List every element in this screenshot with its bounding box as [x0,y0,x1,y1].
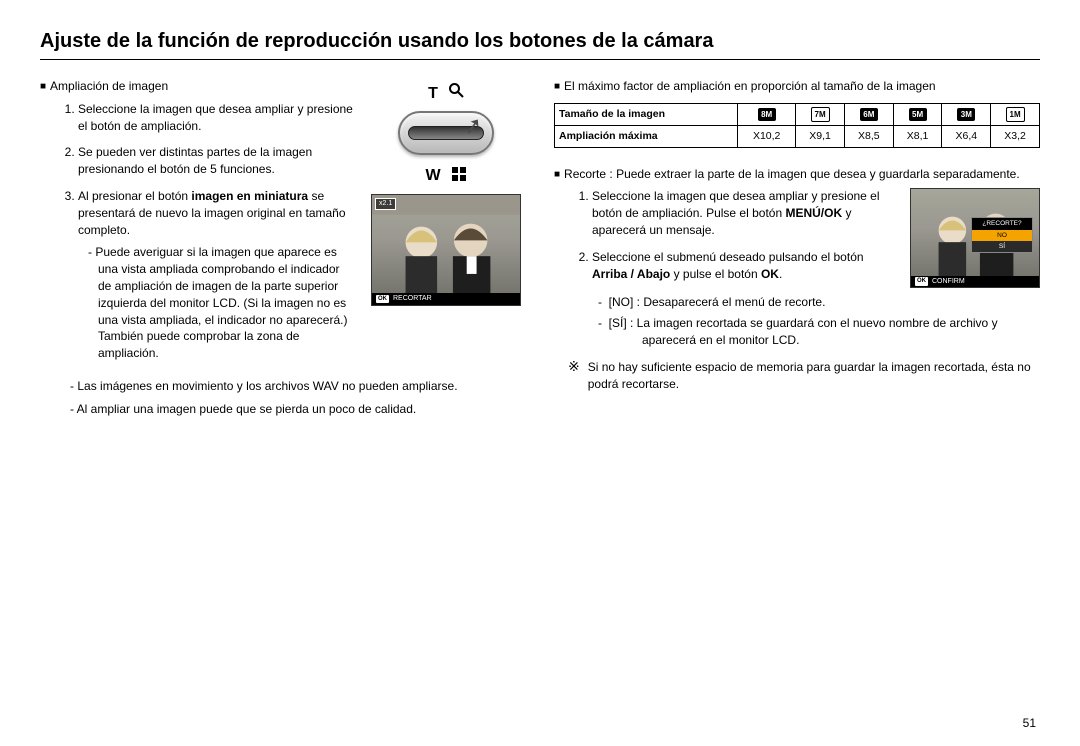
crop-step-1: Seleccione la imagen que desea ampliar y… [592,188,900,238]
zoom-t-label: T [428,83,438,105]
crop-text-block: Seleccione la imagen que desea ampliar y… [554,188,900,292]
right-max-heading: ■ El máximo factor de ampliación en propo… [554,78,1040,95]
lcd-bottom-bar-left: OK RECORTAR [372,293,520,305]
crop-step2-bold2: OK [761,267,779,281]
zoom-cell: X10,2 [738,125,796,147]
size-cell: 6M [844,103,893,125]
size-icon-6m: 6M [860,108,878,121]
zoom-illustration-stack: T ➚ W [366,78,526,372]
lcd-preview-left: x2.1 OK RECORTAR [371,194,521,306]
crop-row: Seleccione la imagen que desea ampliar y… [554,188,1040,292]
lcd-action-label-left: RECORTAR [393,294,432,304]
table-header-max: Ampliación máxima [555,125,738,147]
note-row: ※ Si no hay suficiente espacio de memori… [554,359,1040,393]
crop-dialog-option-si: SÍ [972,241,1032,252]
left-column: ■ Ampliación de imagen Seleccione la imag… [40,78,526,424]
bullet-square-icon: ■ [554,169,560,180]
right-max-heading-text: El máximo factor de ampliación en propor… [564,79,936,93]
left-steps-list: Seleccione la imagen que desea ampliar y… [40,101,358,362]
ok-badge-right: OK [915,277,928,285]
bullet-square-icon: ■ [40,81,46,92]
right-crop-heading: ■ Recorte : Puede extraer la parte de la … [554,166,1040,183]
zoom-indicator-badge: x2.1 [375,198,396,210]
size-cell: 5M [893,103,942,125]
crop-dialog-option-no: NO [972,230,1032,241]
size-cell: 7M [796,103,845,125]
zoom-cell: X6,4 [942,125,991,147]
content-columns: ■ Ampliación de imagen Seleccione la imag… [40,78,1040,424]
crop-dialog: ¿RECORTE? NO SÍ [971,217,1033,252]
crop-step2-c: . [779,267,782,281]
crop-step1-bold: MENÚ/OK [785,206,842,220]
size-icon-8m: 8M [758,108,776,121]
left-outer-dash-list: Las imágenes en movimiento y los archivo… [40,378,526,418]
opt-no-text: [NO] : Desaparecerá el menú de recorte. [609,295,826,309]
size-icon-3m: 3M [957,108,975,121]
crop-option-si-text: - [SÍ] : La imagen recortada se guardará… [598,315,1040,349]
zoom-rocker-button: ➚ [398,111,494,155]
left-step-1: Seleccione la imagen que desea ampliar y… [78,101,358,135]
table-row: Ampliación máxima X10,2 X9,1 X8,5 X8,1 X… [555,125,1040,147]
right-column: ■ El máximo factor de ampliación en propo… [554,78,1040,424]
crop-options-list: - [NO] : Desaparecerá el menú de recorte… [554,294,1040,348]
size-icon-7m: 7M [811,107,830,122]
crop-step2-b: y pulse el botón [670,267,761,281]
size-cell: 8M [738,103,796,125]
crop-step2-bold: Arriba / Abajo [592,267,670,281]
magnify-icon [448,82,464,105]
left-step-2: Se pueden ver distintas partes de la ima… [78,144,358,178]
thumbnail-grid-icon [451,166,467,187]
note-text: Si no hay suficiente espacio de memoria … [588,359,1040,393]
lcd-bottom-bar-right: OK CONFIRM [911,276,1039,288]
zoom-cell: X3,2 [991,125,1040,147]
left-text-block: ■ Ampliación de imagen Seleccione la imag… [40,78,358,372]
ok-badge-left: OK [376,295,389,303]
left-dash-1: Puede averiguar si la imagen que aparece… [88,244,354,362]
crop-option-no-text: - [NO] : Desaparecerá el menú de recorte… [598,294,1040,311]
zoom-cell: X8,1 [893,125,942,147]
page-number: 51 [1023,716,1036,730]
left-dash-2: Las imágenes en movimiento y los archivo… [70,378,526,395]
left-step3-sublist: Puede averiguar si la imagen que aparece… [78,244,354,362]
left-heading-text: Ampliación de imagen [50,79,168,93]
lcd-people-illustration [372,195,520,306]
crop-step2-a: Seleccione el submenú deseado pulsando e… [592,250,864,264]
zoom-cell: X9,1 [796,125,845,147]
opt-si-text: [SÍ] : La imagen recortada se guardará c… [609,316,998,347]
note-reference-icon: ※ [568,359,580,393]
left-dash-3: Al ampliar una imagen puede que se pierd… [70,401,526,418]
zoom-w-row: W [425,165,466,187]
zoom-t-row: T [428,82,464,105]
title-rule [40,59,1040,60]
left-step3-bold: imagen en miniatura [191,189,308,203]
lcd-action-label-right: CONFIRM [932,277,965,287]
left-upper-block: ■ Ampliación de imagen Seleccione la imag… [40,78,526,372]
zoom-factor-table: Tamaño de la imagen 8M 7M 6M 5M 3M 1M Am… [554,103,1040,148]
table-header-size: Tamaño de la imagen [555,103,738,125]
crop-dialog-title: ¿RECORTE? [972,218,1032,229]
zoom-w-label: W [425,165,440,187]
size-icon-1m: 1M [1006,107,1025,122]
page-title: Ajuste de la función de reproducción usa… [40,30,1040,53]
zoom-cell: X8,5 [844,125,893,147]
table-row: Tamaño de la imagen 8M 7M 6M 5M 3M 1M [555,103,1040,125]
left-step-3: Al presionar el botón imagen en miniatur… [78,188,358,362]
left-section-heading: ■ Ampliación de imagen [40,78,358,95]
left-step3-a: Al presionar el botón [78,189,191,203]
right-crop-heading-text: Recorte : Puede extraer la parte de la i… [564,167,1020,181]
bullet-square-icon: ■ [554,81,560,92]
size-cell: 1M [991,103,1040,125]
lcd-preview-right: ¿RECORTE? NO SÍ OK CONFIRM [910,188,1040,288]
crop-steps-list: Seleccione la imagen que desea ampliar y… [554,188,900,282]
crop-step-2: Seleccione el submenú deseado pulsando e… [592,249,900,283]
size-cell: 3M [942,103,991,125]
size-icon-5m: 5M [909,108,927,121]
